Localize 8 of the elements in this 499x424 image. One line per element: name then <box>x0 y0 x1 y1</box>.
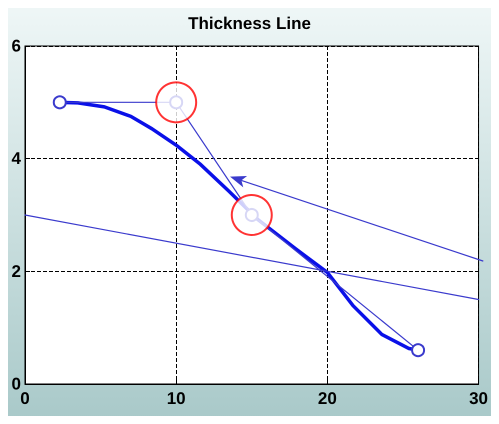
y-tick-label: 2 <box>12 262 21 281</box>
x-tick-label: 20 <box>318 389 337 408</box>
chart-title: Thickness Line <box>188 14 311 33</box>
y-tick-label: 4 <box>12 149 22 168</box>
x-tick-label: 10 <box>166 389 186 408</box>
x-tick-label: 30 <box>469 389 488 408</box>
y-tick-label: 0 <box>12 374 21 394</box>
y-tick-label: 6 <box>12 36 21 56</box>
